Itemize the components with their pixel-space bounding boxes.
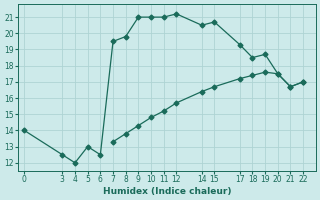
X-axis label: Humidex (Indice chaleur): Humidex (Indice chaleur) [103,187,231,196]
